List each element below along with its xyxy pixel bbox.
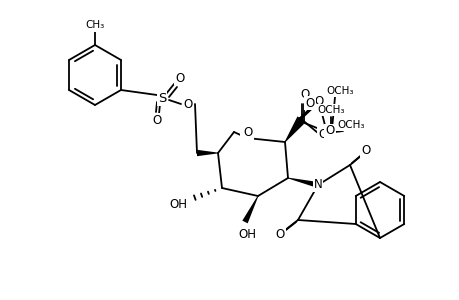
Polygon shape [196,150,218,156]
Polygon shape [242,196,258,223]
Polygon shape [287,178,318,188]
Text: OH: OH [168,197,187,211]
Text: O: O [325,124,334,137]
Text: CH₃: CH₃ [84,21,105,31]
Text: OH: OH [168,197,187,211]
Text: O: O [152,113,161,127]
Text: O: O [275,229,284,242]
Text: O: O [183,98,192,110]
Polygon shape [284,120,303,142]
Text: S: S [157,92,166,104]
Text: O: O [243,127,252,140]
Text: OCH₃: OCH₃ [336,120,364,130]
Text: S: S [157,92,166,104]
Text: OH: OH [237,229,256,242]
Text: O: O [361,145,370,158]
Text: OCH₃: OCH₃ [325,86,353,96]
Text: O: O [241,130,250,143]
Text: O: O [318,128,327,140]
Text: CH₃: CH₃ [85,20,104,30]
Text: O: O [183,98,192,110]
Text: O: O [300,88,309,100]
Text: O: O [313,94,323,107]
Polygon shape [284,116,302,142]
Text: O: O [152,113,161,127]
Text: O: O [361,145,370,158]
Text: O: O [325,124,334,137]
Text: O: O [175,71,184,85]
Text: O: O [305,97,314,110]
Text: N: N [313,178,322,191]
Text: OCH₃: OCH₃ [317,105,344,115]
Text: OH: OH [237,229,256,242]
Text: N: N [313,178,322,191]
Text: O: O [175,71,184,85]
Text: O: O [275,229,284,242]
Text: O: O [305,97,314,110]
